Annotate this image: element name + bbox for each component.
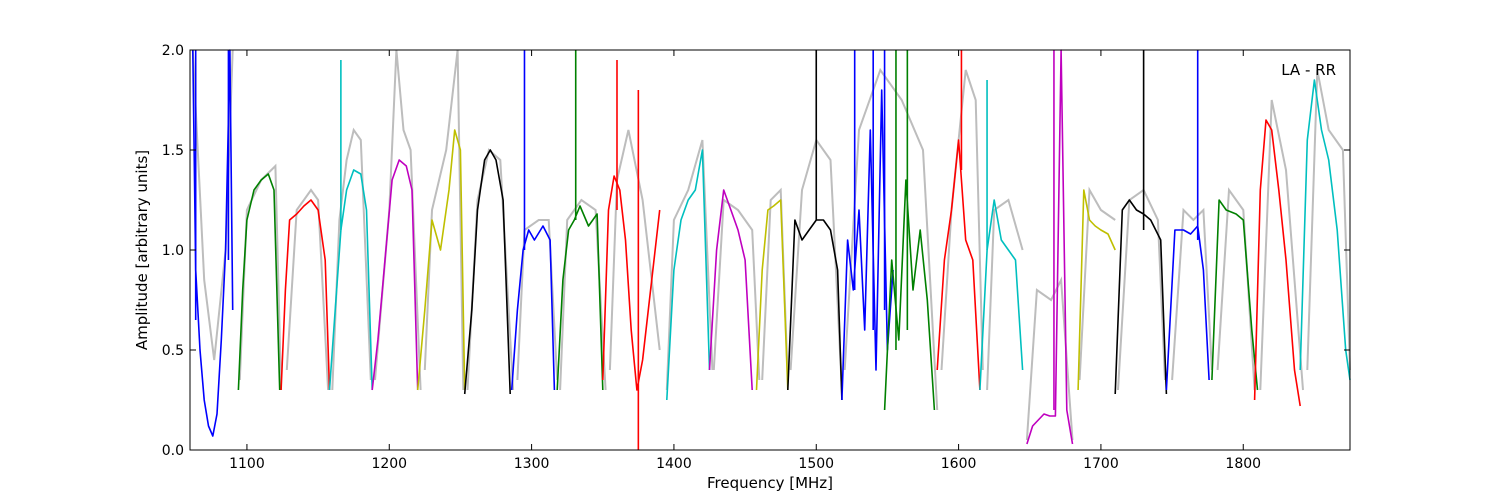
gray-envelope-9 — [608, 129, 661, 371]
gray-envelope-18 — [1078, 186, 1116, 381]
band-series-7 — [510, 225, 556, 391]
band-series-2 — [280, 199, 331, 391]
band-series-24 — [1299, 79, 1351, 381]
gray-envelope-5 — [423, 49, 465, 391]
gray-envelope-11 — [712, 198, 761, 381]
x-tick-label-6: 1700 — [1083, 456, 1119, 472]
band-series-22 — [1211, 199, 1259, 391]
spike-layer — [194, 50, 1199, 450]
band-series-4 — [371, 159, 419, 391]
plot-frame — [189, 49, 1351, 451]
series-layer — [192, 49, 1351, 445]
band-series-6 — [463, 149, 511, 395]
band-series-5 — [416, 129, 466, 391]
band-series-12 — [755, 199, 789, 391]
gray-envelope-19 — [1117, 188, 1166, 391]
x-tick-label-5: 1600 — [941, 456, 977, 472]
band-series-11 — [708, 189, 753, 391]
gray-envelope-14 — [843, 67, 939, 411]
band-series-20 — [1114, 199, 1168, 395]
x-axis-label: Frequency [MHz] — [707, 474, 833, 492]
band-series-21 — [1165, 225, 1210, 391]
y-tick-label-3: 1.5 — [162, 143, 184, 159]
gray-envelope-4 — [374, 49, 422, 391]
band-series-15 — [883, 179, 936, 411]
band-series-0 — [192, 49, 234, 437]
x-tick-label-4: 1500 — [798, 456, 834, 472]
x-tick-label-2: 1300 — [514, 456, 550, 472]
y-axis-label: Amplitude [arbitrary units] — [133, 150, 151, 350]
band-series-10 — [666, 149, 711, 401]
band-series-19 — [1077, 189, 1116, 391]
gray-envelope-22 — [1259, 99, 1304, 391]
band-series-23 — [1253, 119, 1301, 407]
gray-envelope-16 — [986, 198, 1024, 391]
y-tick-label-0: 0.0 — [162, 443, 184, 459]
band-series-14 — [841, 89, 894, 401]
band-series-9 — [602, 175, 661, 391]
x-tick-label-0: 1100 — [229, 456, 265, 472]
gray-envelope-23 — [1306, 69, 1351, 371]
band-series-13 — [787, 219, 843, 401]
band-series-3 — [328, 169, 373, 391]
band-series-16 — [936, 139, 981, 391]
band-series-1 — [237, 173, 281, 391]
y-tick-label-2: 1.0 — [162, 243, 184, 259]
band-series-8 — [556, 205, 604, 391]
x-tick-label-3: 1400 — [656, 456, 692, 472]
gray-envelope-2 — [285, 188, 330, 391]
band-series-18 — [1026, 49, 1074, 445]
y-tick-label-1: 0.5 — [162, 343, 184, 359]
y-tick-label-4: 2.0 — [162, 43, 184, 59]
gray-envelope-15 — [940, 69, 984, 371]
gray-envelope-10 — [665, 139, 714, 391]
gray-envelope-20 — [1171, 207, 1213, 381]
x-axis-ticks: 1100 1200 1300 1400 1500 1600 1700 1800 — [229, 50, 1261, 472]
x-tick-label-1: 1200 — [371, 456, 407, 472]
y-axis-ticks: 0.0 0.5 1.0 1.5 2.0 — [162, 43, 1350, 459]
x-tick-label-7: 1800 — [1225, 456, 1261, 472]
gray-envelope-layer — [191, 49, 1351, 441]
plot-annotation: LA - RR — [1281, 61, 1336, 79]
gray-envelope-8 — [559, 198, 607, 391]
